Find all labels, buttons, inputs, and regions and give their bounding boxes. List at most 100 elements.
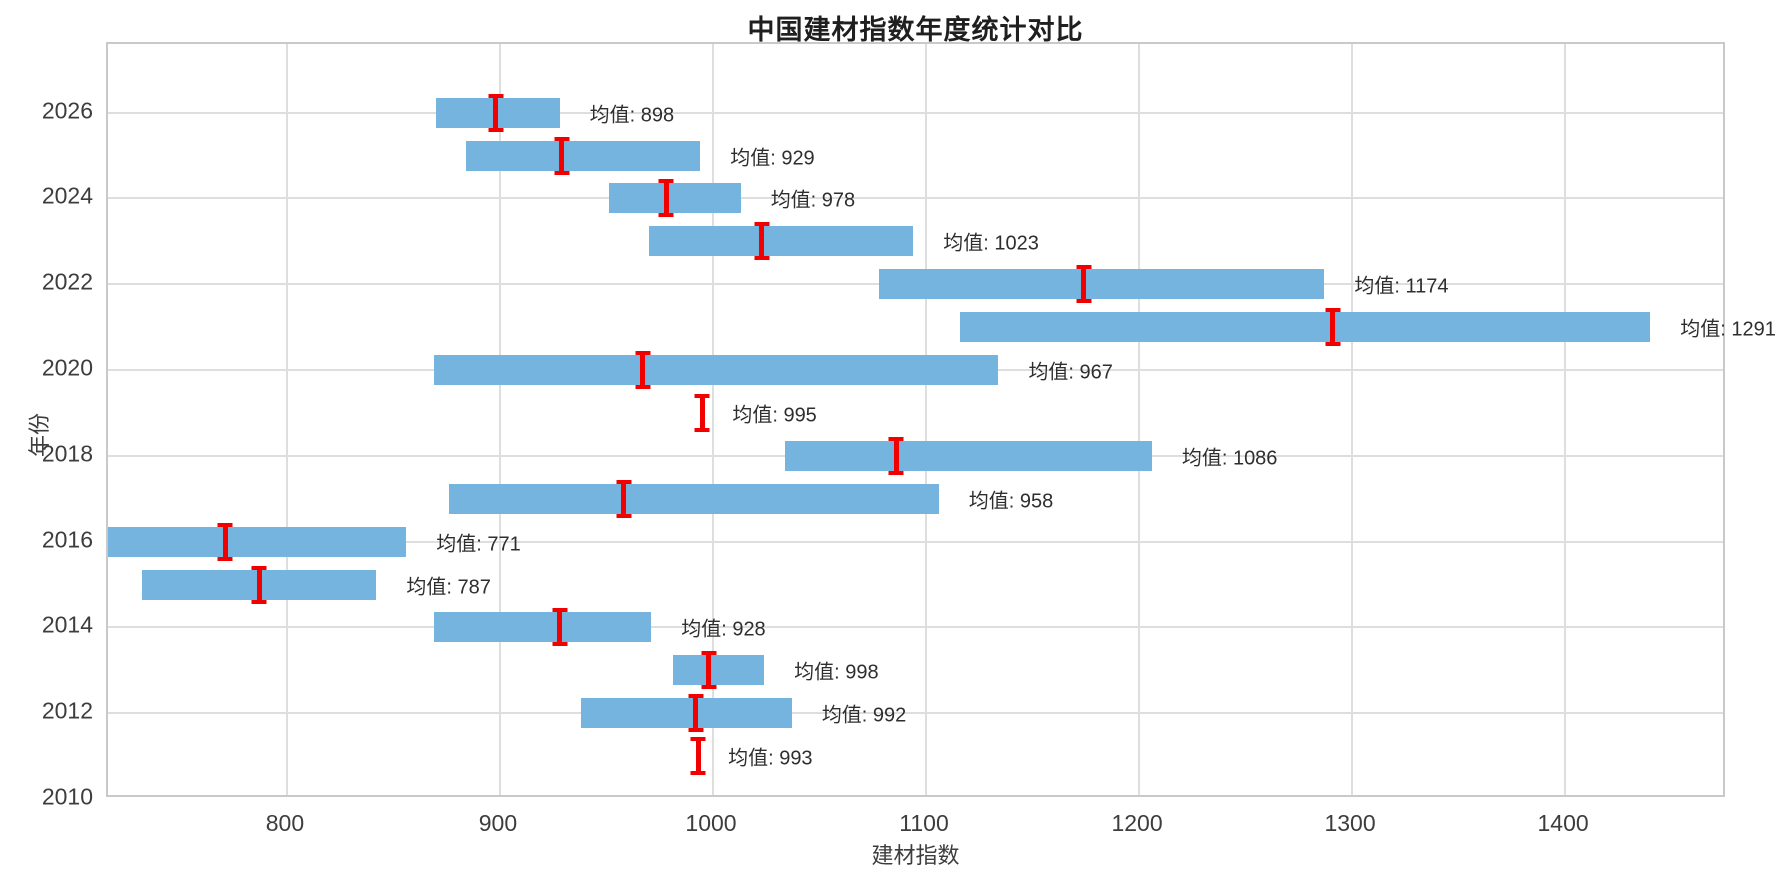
mean-marker xyxy=(1325,308,1341,347)
mean-marker-cap xyxy=(554,136,570,141)
mean-marker-stem xyxy=(893,436,899,475)
mean-marker-stem xyxy=(640,351,646,390)
y-tick-label: 2024 xyxy=(41,182,93,209)
mean-value-label: 均值: 958 xyxy=(968,490,1054,513)
mean-marker-cap xyxy=(1325,342,1341,347)
mean-marker-stem xyxy=(693,694,699,733)
mean-marker-cap xyxy=(754,256,770,261)
mean-marker-cap xyxy=(635,351,651,356)
mean-marker-stem xyxy=(663,179,669,218)
mean-marker xyxy=(888,436,904,475)
mean-marker-cap xyxy=(1076,265,1092,270)
x-gridline xyxy=(285,44,288,795)
y-tick-label: 2022 xyxy=(41,268,93,295)
mean-marker-cap xyxy=(251,565,267,570)
mean-marker xyxy=(616,479,632,518)
mean-marker-cap xyxy=(701,685,717,690)
y-tick-label: 2016 xyxy=(41,526,93,553)
mean-marker-cap xyxy=(754,222,770,227)
mean-marker xyxy=(1076,265,1092,304)
mean-marker xyxy=(552,608,568,647)
x-gridline xyxy=(925,44,928,795)
mean-marker-cap xyxy=(658,213,674,218)
mean-marker-stem xyxy=(222,522,228,561)
mean-marker-cap xyxy=(888,436,904,441)
x-gridline xyxy=(1351,44,1354,795)
x-tick-label: 900 xyxy=(478,810,518,836)
mean-marker-stem xyxy=(695,737,701,776)
mean-marker-cap xyxy=(217,556,233,561)
mean-marker xyxy=(554,136,570,175)
mean-marker-cap xyxy=(658,179,674,184)
mean-marker-cap xyxy=(1325,308,1341,313)
mean-marker-cap xyxy=(616,479,632,484)
mean-value-label: 均值: 928 xyxy=(681,618,766,641)
plot-area: 均值: 898 均值: 929 均值: 978 均值: 1023 均值: 1174 均值:… xyxy=(106,42,1775,797)
range-bar xyxy=(960,312,1651,343)
chart-title: 中国建材指数年度统计对比 xyxy=(747,15,1084,45)
y-tick-label: 2026 xyxy=(41,97,93,124)
mean-marker-cap xyxy=(694,427,710,432)
mean-marker-cap xyxy=(251,599,267,604)
range-bar xyxy=(465,140,701,171)
mean-value-label: 均值: 1291 xyxy=(1680,318,1775,341)
mean-value-label: 均值: 787 xyxy=(406,576,491,598)
mean-marker-cap xyxy=(694,393,710,398)
mean-value-label: 均值: 998 xyxy=(794,661,879,684)
x-tick-label: 1100 xyxy=(899,810,949,836)
range-bar xyxy=(108,526,407,557)
range-bar xyxy=(672,655,765,686)
mean-marker-stem xyxy=(621,479,627,518)
range-bar xyxy=(785,440,1152,471)
mean-value-label: 均值: 978 xyxy=(770,189,856,212)
mean-value-label: 均值: 995 xyxy=(732,404,817,427)
mean-marker-cap xyxy=(701,651,717,656)
y-tick-label: 2018 xyxy=(41,440,93,467)
range-bar xyxy=(448,483,939,514)
mean-marker-cap xyxy=(635,385,651,390)
mean-value-label: 均值: 898 xyxy=(589,104,675,127)
mean-marker-stem xyxy=(1081,265,1087,304)
x-gridline xyxy=(1564,44,1567,795)
mean-marker xyxy=(754,222,770,261)
y-tick-label: 2014 xyxy=(41,611,93,638)
mean-marker-cap xyxy=(616,513,632,518)
y-gridline xyxy=(108,712,1723,715)
mean-marker-cap xyxy=(688,728,704,733)
mean-value-label: 均值: 1174 xyxy=(1354,275,1449,298)
mean-value-label: 均值: 1086 xyxy=(1181,447,1278,470)
mean-value-label: 均值: 771 xyxy=(436,533,521,556)
mean-marker-cap xyxy=(488,93,504,98)
mean-marker-cap xyxy=(488,127,504,132)
mean-marker-stem xyxy=(1330,308,1336,347)
mean-marker xyxy=(488,93,504,132)
mean-marker-cap xyxy=(552,608,568,613)
mean-marker-cap xyxy=(217,522,233,527)
mean-marker-cap xyxy=(688,694,704,699)
mean-marker-stem xyxy=(493,93,499,132)
mean-value-label: 均值: 967 xyxy=(1028,361,1113,384)
mean-marker xyxy=(658,179,674,218)
mean-marker-stem xyxy=(256,565,262,604)
mean-marker-cap xyxy=(888,470,904,475)
x-tick-label: 1200 xyxy=(1111,810,1163,836)
range-bar xyxy=(433,355,999,386)
range-bar xyxy=(608,183,741,214)
mean-marker-stem xyxy=(699,393,705,432)
y-gridline xyxy=(108,540,1723,543)
mean-marker-cap xyxy=(552,642,568,647)
y-gridline xyxy=(108,197,1723,200)
x-tick-label: 1400 xyxy=(1537,810,1589,836)
mean-value-label: 均值: 993 xyxy=(728,747,813,770)
mean-marker xyxy=(635,351,651,390)
x-gridline xyxy=(498,44,501,795)
x-tick-label: 1000 xyxy=(685,810,737,836)
mean-marker-cap xyxy=(690,771,706,776)
mean-value-label: 均值: 1023 xyxy=(943,232,1039,255)
x-axis-label: 建材指数 xyxy=(871,843,960,868)
mean-marker-cap xyxy=(690,737,706,742)
mean-marker xyxy=(688,694,704,733)
mean-marker-stem xyxy=(706,651,712,690)
mean-marker-cap xyxy=(554,170,570,175)
